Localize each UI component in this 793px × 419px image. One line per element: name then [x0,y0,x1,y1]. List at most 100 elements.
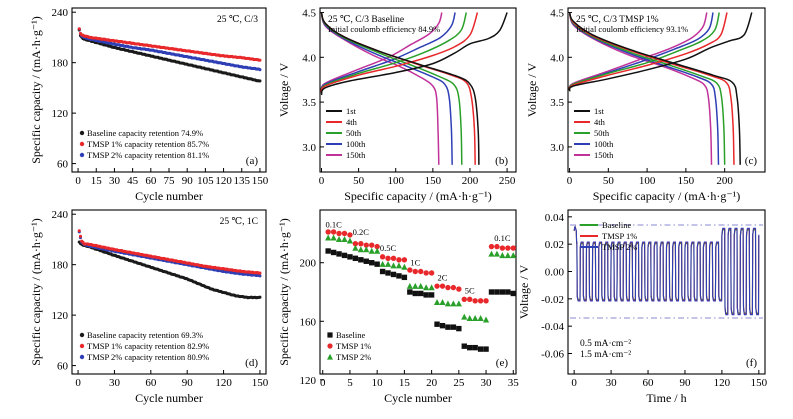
charge-curve [320,12,468,94]
x-axis-label: Specific capacity / (mA·h·g⁻¹) [344,189,492,203]
y-tick-label: 4.5 [302,7,316,19]
data-point [494,289,500,295]
charge-curve [320,12,456,93]
legend-entry: 1st [594,106,605,116]
charge-curve [320,12,508,96]
y-axis-label: Specific capacity / (mA·h·g⁻¹) [29,16,43,164]
discharge-curve [568,12,735,165]
y-axis-label: Specific capacity / (mA·h·g⁻¹) [29,218,43,366]
data-point [482,316,490,323]
data-point [390,255,397,262]
plot-frame [567,209,766,375]
curve-group [568,12,753,165]
y-tick-label: -0.06 [541,349,564,361]
x-axis-label: Specific capacity / (mA·h·g⁻¹) [593,189,741,203]
legend-entry: TMSP 1% capacity retention 85.7% [87,139,209,149]
data-point [418,290,424,297]
data-point [455,300,462,307]
legend-marker [79,141,85,147]
x-tick-label: 45 [127,175,139,187]
legend-marker [79,332,85,338]
x-tick-label: 90 [182,377,194,389]
legend-entry: Baseline [602,220,631,230]
data-point [499,245,506,251]
rate-label: 0.5C [380,243,397,253]
y-tick-label: 60 [57,361,69,373]
legend-marker [327,332,333,338]
data-point [450,284,457,291]
data-point [374,247,381,254]
data-point [396,257,402,263]
data-point [407,267,413,273]
data-point [444,300,452,307]
y-tick-label: -0.02 [541,294,564,306]
data-point [412,282,419,289]
data-point [461,343,467,349]
x-tick-label: 100 [387,175,404,187]
data-point [346,237,354,244]
data-point [352,244,359,251]
data-point [494,243,500,250]
data-point [428,270,435,276]
data-point [390,262,397,269]
data-point [488,289,495,295]
data-point [325,234,332,241]
y-tick-label: 3.5 [550,97,564,109]
x-tick-label: 120 [714,377,731,389]
y-tick-label: 4.0 [302,52,316,64]
x-tick-label: 200 [716,175,733,187]
data-point [336,230,342,237]
x-axis-label: Cycle number [384,391,452,405]
legend-marker [79,343,85,349]
data-point [456,286,462,292]
data-point [347,254,353,260]
legend-entry: Baseline [336,330,365,340]
data-point [335,235,343,242]
data-point [472,315,479,322]
data-point [379,268,386,275]
data-point [374,261,380,267]
x-tick-label: 120 [215,377,232,389]
data-point [461,313,468,320]
panel-4: 0 5 10 15 20 25 30 35 120 160 200 Cycle number Speci… [277,209,520,405]
legend-marker [327,353,333,360]
data-point [505,289,511,295]
y-axis-label: Specific capacity / (mA·h·g⁻¹) [277,218,291,366]
x-tick-label: 250 [499,175,516,187]
x-tick-label: 30 [109,377,121,389]
plot-frame [319,7,517,173]
panel-5: 0 30 60 90 120 150 -0.06 -0.04 -0.02 0.00 0.02 0.04… [517,209,768,405]
data-point [483,346,489,352]
data-point [428,292,435,298]
x-tick-label: 5 [347,377,353,389]
x-tick-label: 35 [508,377,520,389]
x-tick-label: 25 [453,377,465,389]
y-tick-label: 4.5 [550,7,564,19]
data-point [325,229,331,235]
data-point [352,255,359,262]
y-tick-label: 180 [52,58,69,70]
panel-2: 0 50 100 150 200 3.0 3.5 4.0 4.5 Specific capacit… [525,7,766,203]
x-tick-label: 0 [567,175,573,187]
legend-entry: 50th [346,128,362,138]
current-density-label: 1.5 mA·cm⁻² [580,350,631,360]
x-tick-label: 0 [320,377,326,389]
data-point [499,289,506,295]
y-axis-label: Voltage / V [525,63,539,118]
data-point [423,270,429,276]
legend-entry: 1st [346,106,357,116]
plot-frame [567,7,766,173]
data-point [505,245,511,251]
data-point [439,298,446,305]
data-point [450,324,457,330]
x-tick-label: 15 [399,377,411,389]
x-tick-label: 150 [425,175,442,187]
y-tick-label: 0.04 [545,212,565,224]
panel-letter: (a) [246,155,259,167]
panel-letter: (f) [746,357,757,369]
charge-curve [568,12,720,91]
data-point [472,298,478,304]
y-tick-label: 120 [52,310,69,322]
x-tick-label: 0 [75,175,81,187]
panel-letter: (e) [496,357,509,369]
